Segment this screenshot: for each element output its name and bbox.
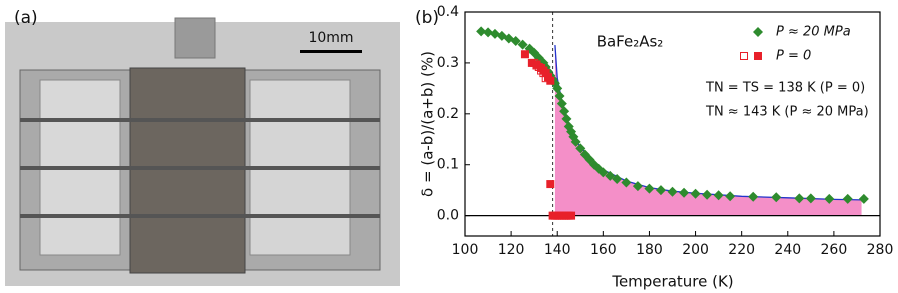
data-point (546, 180, 555, 189)
data-point (517, 39, 528, 50)
data-point (771, 192, 782, 203)
x-tick-label: 220 (728, 242, 755, 258)
data-point (612, 173, 623, 184)
data-point (667, 186, 678, 197)
photo (5, 17, 400, 286)
data-point (690, 188, 701, 199)
data-point (570, 136, 581, 147)
data-point (556, 98, 567, 109)
x-tick-label: 200 (682, 242, 709, 258)
data-point (483, 27, 494, 38)
data-point (567, 211, 576, 220)
annotation: TN = TS = 138 K (P = 0) (705, 81, 865, 96)
y-tick-label: 0.1 (437, 157, 459, 173)
scale-bar-label: 10mm (308, 30, 353, 46)
data-point (748, 191, 759, 202)
data-point (805, 193, 816, 204)
y-tick-label: 0.0 (437, 208, 459, 224)
legend-label: P = 0 (776, 49, 811, 64)
x-tick-label: 180 (636, 242, 663, 258)
x-tick-label: 240 (774, 242, 801, 258)
data-point (561, 113, 572, 124)
data-point (554, 91, 565, 101)
data-point (655, 185, 666, 196)
legend-label: P ≈ 20 MPa (776, 25, 851, 40)
x-tick-label: 260 (821, 242, 848, 258)
plot-frame (464, 11, 881, 237)
x-tick-label: 140 (544, 242, 571, 258)
y-tick-label: 0.3 (437, 55, 459, 71)
x-tick-label: 100 (452, 242, 479, 258)
data-point (679, 187, 690, 198)
data-point (842, 193, 853, 204)
y-tick-label: 0.2 (437, 106, 459, 122)
data-point (559, 106, 570, 117)
legend-marker (754, 52, 762, 60)
data-point (702, 189, 713, 200)
panel-label: (a) (14, 8, 38, 28)
y-tick-label: 0.4 (437, 4, 459, 20)
x-tick-label: 280 (867, 242, 894, 258)
data-point (725, 191, 736, 202)
data-point (794, 193, 805, 204)
data-point (632, 181, 643, 192)
data-point (575, 143, 586, 154)
data-point (510, 36, 521, 47)
fit-area (554, 45, 862, 216)
data-point (644, 183, 655, 194)
data-point (552, 83, 563, 94)
data-point (476, 26, 487, 37)
annotation: TN ≈ 143 K (P ≈ 20 MPa) (705, 105, 869, 120)
data-point (713, 190, 724, 201)
x-tick-label: 120 (498, 242, 525, 258)
data-point (858, 193, 869, 204)
legend-marker (753, 27, 763, 37)
y-axis-label: δ = (a-b)/(a+b) (%) (419, 51, 437, 197)
chart-title: BaFe₂As₂ (597, 33, 664, 51)
x-axis-label: Temperature (K) (611, 273, 733, 291)
panel-label: (b) (415, 8, 439, 28)
data-point (824, 193, 835, 204)
data-point (621, 177, 632, 188)
x-tick-label: 160 (590, 242, 617, 258)
data-point (520, 50, 529, 59)
data-point (598, 167, 609, 178)
legend-marker (740, 52, 748, 60)
data-point (546, 76, 555, 85)
